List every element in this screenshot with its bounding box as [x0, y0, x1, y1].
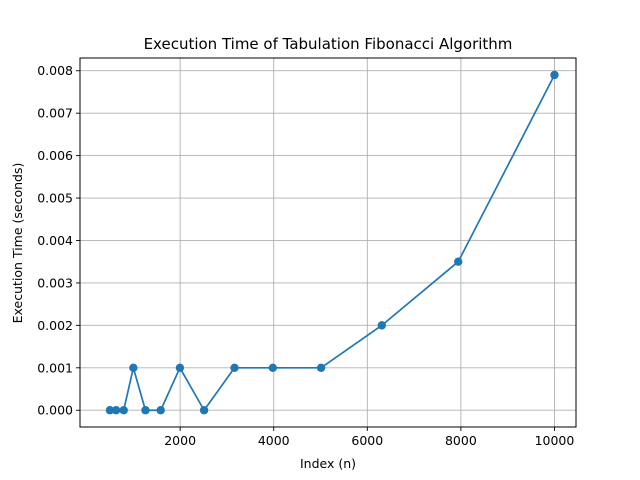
y-tick-label: 0.002 — [37, 318, 73, 333]
y-tick-label: 0.000 — [37, 403, 73, 418]
data-point — [377, 321, 387, 330]
y-tick-label: 0.001 — [37, 360, 73, 375]
data-point — [111, 406, 121, 415]
x-tick-label: 10000 — [535, 433, 575, 448]
data-point — [175, 363, 185, 372]
data-point — [316, 363, 326, 372]
y-tick-label: 0.003 — [37, 275, 73, 290]
y-tick-label: 0.005 — [37, 191, 73, 206]
data-point — [199, 406, 209, 415]
series-line — [109, 74, 556, 412]
y-tick-label: 0.004 — [37, 233, 73, 248]
x-axis-label: Index (n) — [300, 456, 356, 471]
x-tick-label: 6000 — [351, 433, 383, 448]
data-point — [156, 406, 165, 415]
data-point — [268, 363, 278, 372]
x-tick-label: 2000 — [164, 433, 196, 448]
data-point — [454, 257, 463, 266]
data-point — [119, 406, 128, 415]
data-point — [141, 406, 150, 415]
plot-frame — [79, 57, 577, 428]
x-tick-label: 8000 — [445, 433, 477, 448]
y-tick-label: 0.008 — [37, 63, 73, 78]
x-tick-label: 4000 — [258, 433, 290, 448]
data-point — [550, 70, 559, 80]
y-axis-label: Execution Time (seconds) — [10, 163, 25, 324]
series-layer — [105, 70, 559, 415]
y-tick-label: 0.007 — [37, 106, 73, 121]
y-tick-label: 0.006 — [37, 148, 73, 163]
data-point — [105, 406, 115, 415]
data-point — [230, 363, 239, 372]
chart-title: Execution Time of Tabulation Fibonacci A… — [144, 35, 513, 53]
data-point — [129, 363, 138, 372]
axis-ticks: 2000 4000 6000 8000 10000 0.000 0.001 0.002 0.00… — [37, 63, 574, 448]
